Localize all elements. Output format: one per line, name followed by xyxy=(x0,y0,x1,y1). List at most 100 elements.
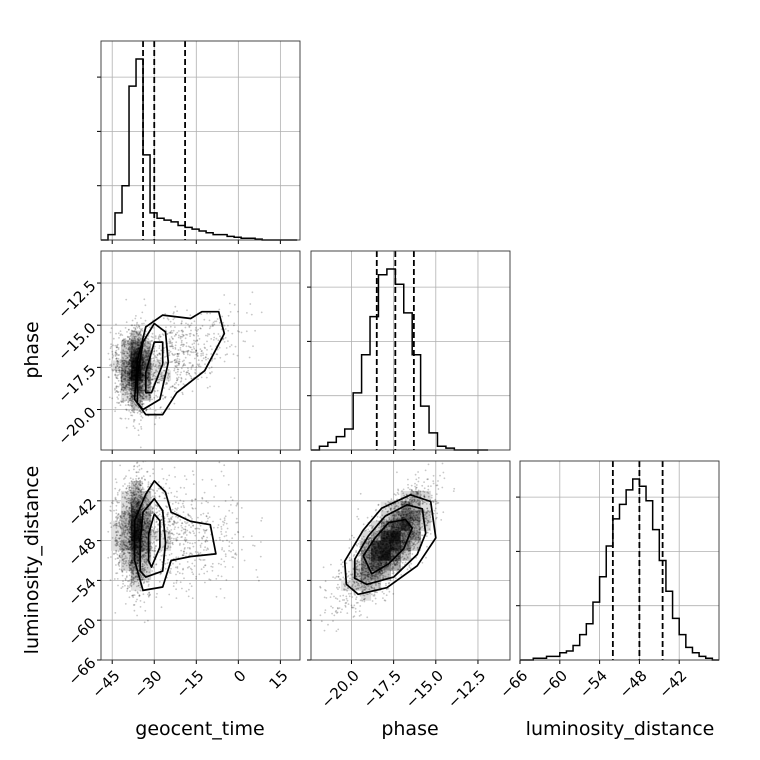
scatter-point xyxy=(136,503,139,505)
scatter-point xyxy=(132,505,134,508)
scatter-point xyxy=(147,355,149,358)
scatter-point xyxy=(213,332,215,335)
scatter-point xyxy=(170,529,173,531)
scatter-point xyxy=(130,575,133,578)
scatter-point xyxy=(128,559,131,562)
scatter-point xyxy=(130,544,133,546)
scatter-point xyxy=(141,381,143,384)
scatter-point xyxy=(143,366,146,368)
scatter-point xyxy=(139,390,142,392)
scatter-point xyxy=(141,544,144,547)
scatter-point xyxy=(129,489,131,492)
scatter-point xyxy=(136,545,139,547)
scatter-point xyxy=(117,385,120,388)
scatter-point xyxy=(193,532,195,535)
scatter-point xyxy=(148,393,151,396)
scatter-point xyxy=(127,513,129,515)
scatter-point xyxy=(135,539,138,542)
scatter-point xyxy=(122,543,125,546)
scatter-point xyxy=(183,362,186,365)
scatter-point xyxy=(133,349,136,351)
scatter-point xyxy=(124,577,127,580)
scatter-point xyxy=(205,515,208,517)
scatter-point xyxy=(156,389,159,392)
scatter-point xyxy=(143,522,146,524)
scatter-point xyxy=(175,371,177,374)
scatter-point xyxy=(208,327,211,330)
scatter-point xyxy=(136,532,139,535)
scatter-point xyxy=(119,543,122,546)
scatter-point xyxy=(139,371,142,374)
scatter-point xyxy=(166,333,169,335)
scatter-point xyxy=(120,366,123,369)
scatter-point xyxy=(130,384,133,387)
scatter-point xyxy=(141,374,144,376)
scatter-point xyxy=(130,525,132,528)
scatter-point xyxy=(140,415,143,418)
scatter-point xyxy=(141,368,144,370)
scatter-point xyxy=(155,364,157,366)
scatter-point xyxy=(188,373,191,375)
density-cell xyxy=(150,360,162,371)
scatter-point xyxy=(196,330,198,332)
scatter-point xyxy=(128,363,131,366)
scatter-point xyxy=(134,508,136,511)
scatter-point xyxy=(166,506,169,509)
scatter-point xyxy=(189,567,192,570)
scatter-point xyxy=(129,543,131,546)
scatter-point xyxy=(132,335,135,337)
scatter-point xyxy=(145,512,148,514)
scatter-point xyxy=(234,345,237,348)
scatter-point xyxy=(130,357,132,360)
scatter-point xyxy=(118,561,120,564)
scatter-point xyxy=(141,477,143,480)
scatter-point xyxy=(161,561,164,563)
scatter-point xyxy=(152,362,155,365)
scatter-point xyxy=(146,390,149,392)
scatter-point xyxy=(172,523,175,525)
scatter-point xyxy=(148,374,150,376)
scatter-point xyxy=(117,391,119,393)
scatter-point xyxy=(194,372,197,375)
scatter-point xyxy=(127,363,129,366)
scatter-point xyxy=(131,319,134,322)
scatter-point xyxy=(178,358,181,361)
scatter-point xyxy=(173,322,176,325)
scatter-point xyxy=(143,538,146,541)
scatter-point xyxy=(152,364,155,367)
scatter-point xyxy=(132,339,135,342)
scatter-point xyxy=(142,593,145,596)
scatter-point xyxy=(131,373,134,376)
scatter-point xyxy=(137,501,139,504)
scatter-point xyxy=(232,353,235,356)
scatter-point xyxy=(160,518,163,521)
scatter-point xyxy=(147,583,150,586)
scatter-point xyxy=(132,506,135,508)
scatter-point xyxy=(141,505,144,507)
scatter-point xyxy=(137,518,140,520)
scatter-point xyxy=(141,496,144,498)
scatter-point xyxy=(134,317,137,320)
scatter-point xyxy=(128,484,131,487)
scatter-point xyxy=(130,508,133,510)
scatter-point xyxy=(211,569,214,572)
scatter-point xyxy=(134,349,136,351)
scatter-point xyxy=(148,346,151,349)
scatter-point xyxy=(128,506,131,509)
scatter-point xyxy=(144,522,147,524)
scatter-point xyxy=(152,489,155,492)
scatter-point xyxy=(130,392,133,395)
scatter-point xyxy=(134,360,137,362)
scatter-point xyxy=(143,524,146,526)
scatter-point xyxy=(126,371,128,373)
scatter-point xyxy=(131,594,134,597)
scatter-point xyxy=(118,521,121,524)
scatter-point xyxy=(136,562,139,565)
scatter-point xyxy=(135,575,137,578)
scatter-point xyxy=(174,346,177,349)
scatter-point xyxy=(145,519,148,522)
scatter-point xyxy=(161,394,164,397)
scatter-point xyxy=(139,480,141,482)
scatter-point xyxy=(130,503,133,506)
scatter-point xyxy=(123,352,126,355)
